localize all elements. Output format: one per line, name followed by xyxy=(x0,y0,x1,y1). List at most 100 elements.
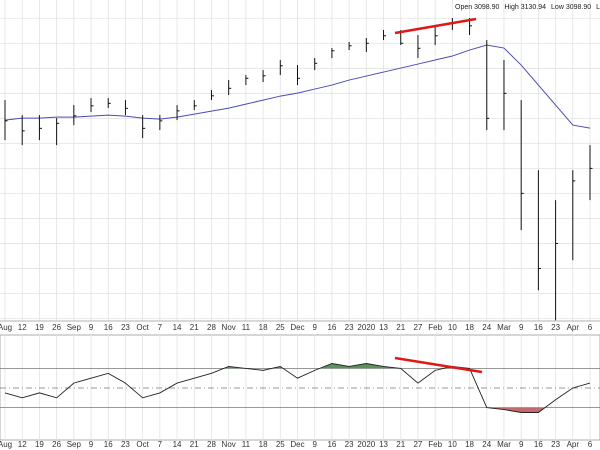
x-tick-label: Feb xyxy=(428,323,442,332)
x-tick-label: Feb xyxy=(428,440,442,449)
moving-average xyxy=(4,44,591,129)
x-tick-label: 27 xyxy=(413,323,422,332)
x-tick-label: Aug xyxy=(0,440,12,449)
x-tick-label: Mar xyxy=(497,323,511,332)
header-item: Low 3098.90 xyxy=(551,4,591,11)
ohlc-bar xyxy=(228,80,232,96)
ohlc-bar xyxy=(434,25,438,46)
ohlc-bar xyxy=(331,48,335,59)
x-tick-label: 16 xyxy=(327,440,336,449)
x-tick-label: 23 xyxy=(345,323,354,332)
x-tick-label: Nov xyxy=(222,323,236,332)
x-tick-label: 14 xyxy=(173,323,182,332)
x-tick-label: 28 xyxy=(207,323,216,332)
x-tick-label: 24 xyxy=(482,440,491,449)
x-tick-label: Oct xyxy=(136,440,149,449)
x-tick-label: 10 xyxy=(448,323,457,332)
ohlc-bar xyxy=(107,98,111,109)
x-tick-label: 21 xyxy=(190,323,199,332)
x-tick-label: 21 xyxy=(396,323,405,332)
price-header: Open 3098.90 High 3130.94 Low 3098.90 Last … xyxy=(455,4,600,11)
x-tick-label: Sep xyxy=(67,440,82,449)
x-tick-label: 16 xyxy=(327,323,336,332)
x-tick-label: 27 xyxy=(413,440,422,449)
ohlc-bar xyxy=(245,75,249,86)
ohlc-bar xyxy=(38,115,42,141)
ohlc-bar xyxy=(21,115,25,146)
ohlc-bar xyxy=(279,60,283,76)
ohlc-bar xyxy=(210,90,214,101)
x-tick-label: 25 xyxy=(276,440,285,449)
ohlc-bar xyxy=(520,100,524,231)
x-tick-label: 12 xyxy=(18,323,27,332)
ohlc-bar xyxy=(56,118,60,146)
ohlc-bar xyxy=(90,98,94,113)
x-tick-label: Oct xyxy=(136,323,149,332)
x-tick-label: 21 xyxy=(190,440,199,449)
x-tick-label: Apr xyxy=(567,440,580,449)
ohlc-bar xyxy=(486,40,490,131)
x-tick-label: 9 xyxy=(519,440,524,449)
x-tick-label: 9 xyxy=(312,440,317,449)
ohlc-bar xyxy=(159,115,163,131)
x-tick-label: 7 xyxy=(158,323,163,332)
ohlc-bar xyxy=(555,200,559,321)
x-tick-label: Sep xyxy=(67,323,82,332)
x-tick-label: 16 xyxy=(534,323,543,332)
x-tick-label: 9 xyxy=(89,323,94,332)
x-tick-label: 6 xyxy=(588,323,593,332)
x-tick-label: 2020 xyxy=(357,440,375,449)
indicator-trendline xyxy=(394,356,483,374)
x-tick-label: 13 xyxy=(379,323,388,332)
x-tick-label: 23 xyxy=(121,323,130,332)
ohlc-bar xyxy=(73,105,77,126)
x-tick-label: 9 xyxy=(519,323,524,332)
price-trendline xyxy=(394,17,477,35)
x-tick-label: 23 xyxy=(121,440,130,449)
x-tick-label: 2020 xyxy=(357,323,375,332)
x-tick-label: 10 xyxy=(448,440,457,449)
ohlc-bar xyxy=(262,70,266,83)
x-tick-label: 9 xyxy=(312,323,317,332)
x-tick-label: Aug xyxy=(0,323,12,332)
x-tick-label: 18 xyxy=(465,440,474,449)
ohlc-bar xyxy=(383,30,387,41)
ohlc-bar xyxy=(572,170,576,261)
ohlc-bar xyxy=(417,35,421,59)
x-tick-label: 18 xyxy=(259,323,268,332)
x-tick-label: Apr xyxy=(567,323,580,332)
x-tick-label: Nov xyxy=(222,440,236,449)
x-tick-label: Mar xyxy=(497,440,511,449)
x-tick-label: 12 xyxy=(18,440,27,449)
overbought-fill xyxy=(223,363,470,369)
x-tick-label: 26 xyxy=(52,440,61,449)
header-item: High 3130.94 xyxy=(504,4,546,11)
x-tick-label: Dec xyxy=(290,323,304,332)
ohlc-bar xyxy=(142,115,146,139)
x-tick-label: 6 xyxy=(588,440,593,449)
x-tick-label: 18 xyxy=(465,323,474,332)
panel-frame xyxy=(0,334,600,441)
x-tick-label: 23 xyxy=(345,440,354,449)
x-tick-label: 7 xyxy=(158,440,163,449)
x-tick-label: 26 xyxy=(52,323,61,332)
x-tick-label: 11 xyxy=(242,323,251,332)
x-tick-label: 13 xyxy=(379,440,388,449)
x-tick-label: 16 xyxy=(104,323,113,332)
ohlc-bar xyxy=(365,38,369,53)
x-tick-label: Dec xyxy=(290,440,304,449)
x-tick-label: 24 xyxy=(482,323,491,332)
x-tick-label: 21 xyxy=(396,440,405,449)
x-tick-label: 16 xyxy=(534,440,543,449)
x-tick-label: 16 xyxy=(104,440,113,449)
ohlc-bar xyxy=(4,100,8,141)
indicator-line xyxy=(4,363,591,413)
ohlc-bar xyxy=(193,100,197,111)
x-tick-label: 28 xyxy=(207,440,216,449)
x-tick-label: 9 xyxy=(89,440,94,449)
x-tick-label: 19 xyxy=(35,323,44,332)
x-tick-label: 18 xyxy=(259,440,268,449)
ohlc-bar xyxy=(503,60,507,131)
